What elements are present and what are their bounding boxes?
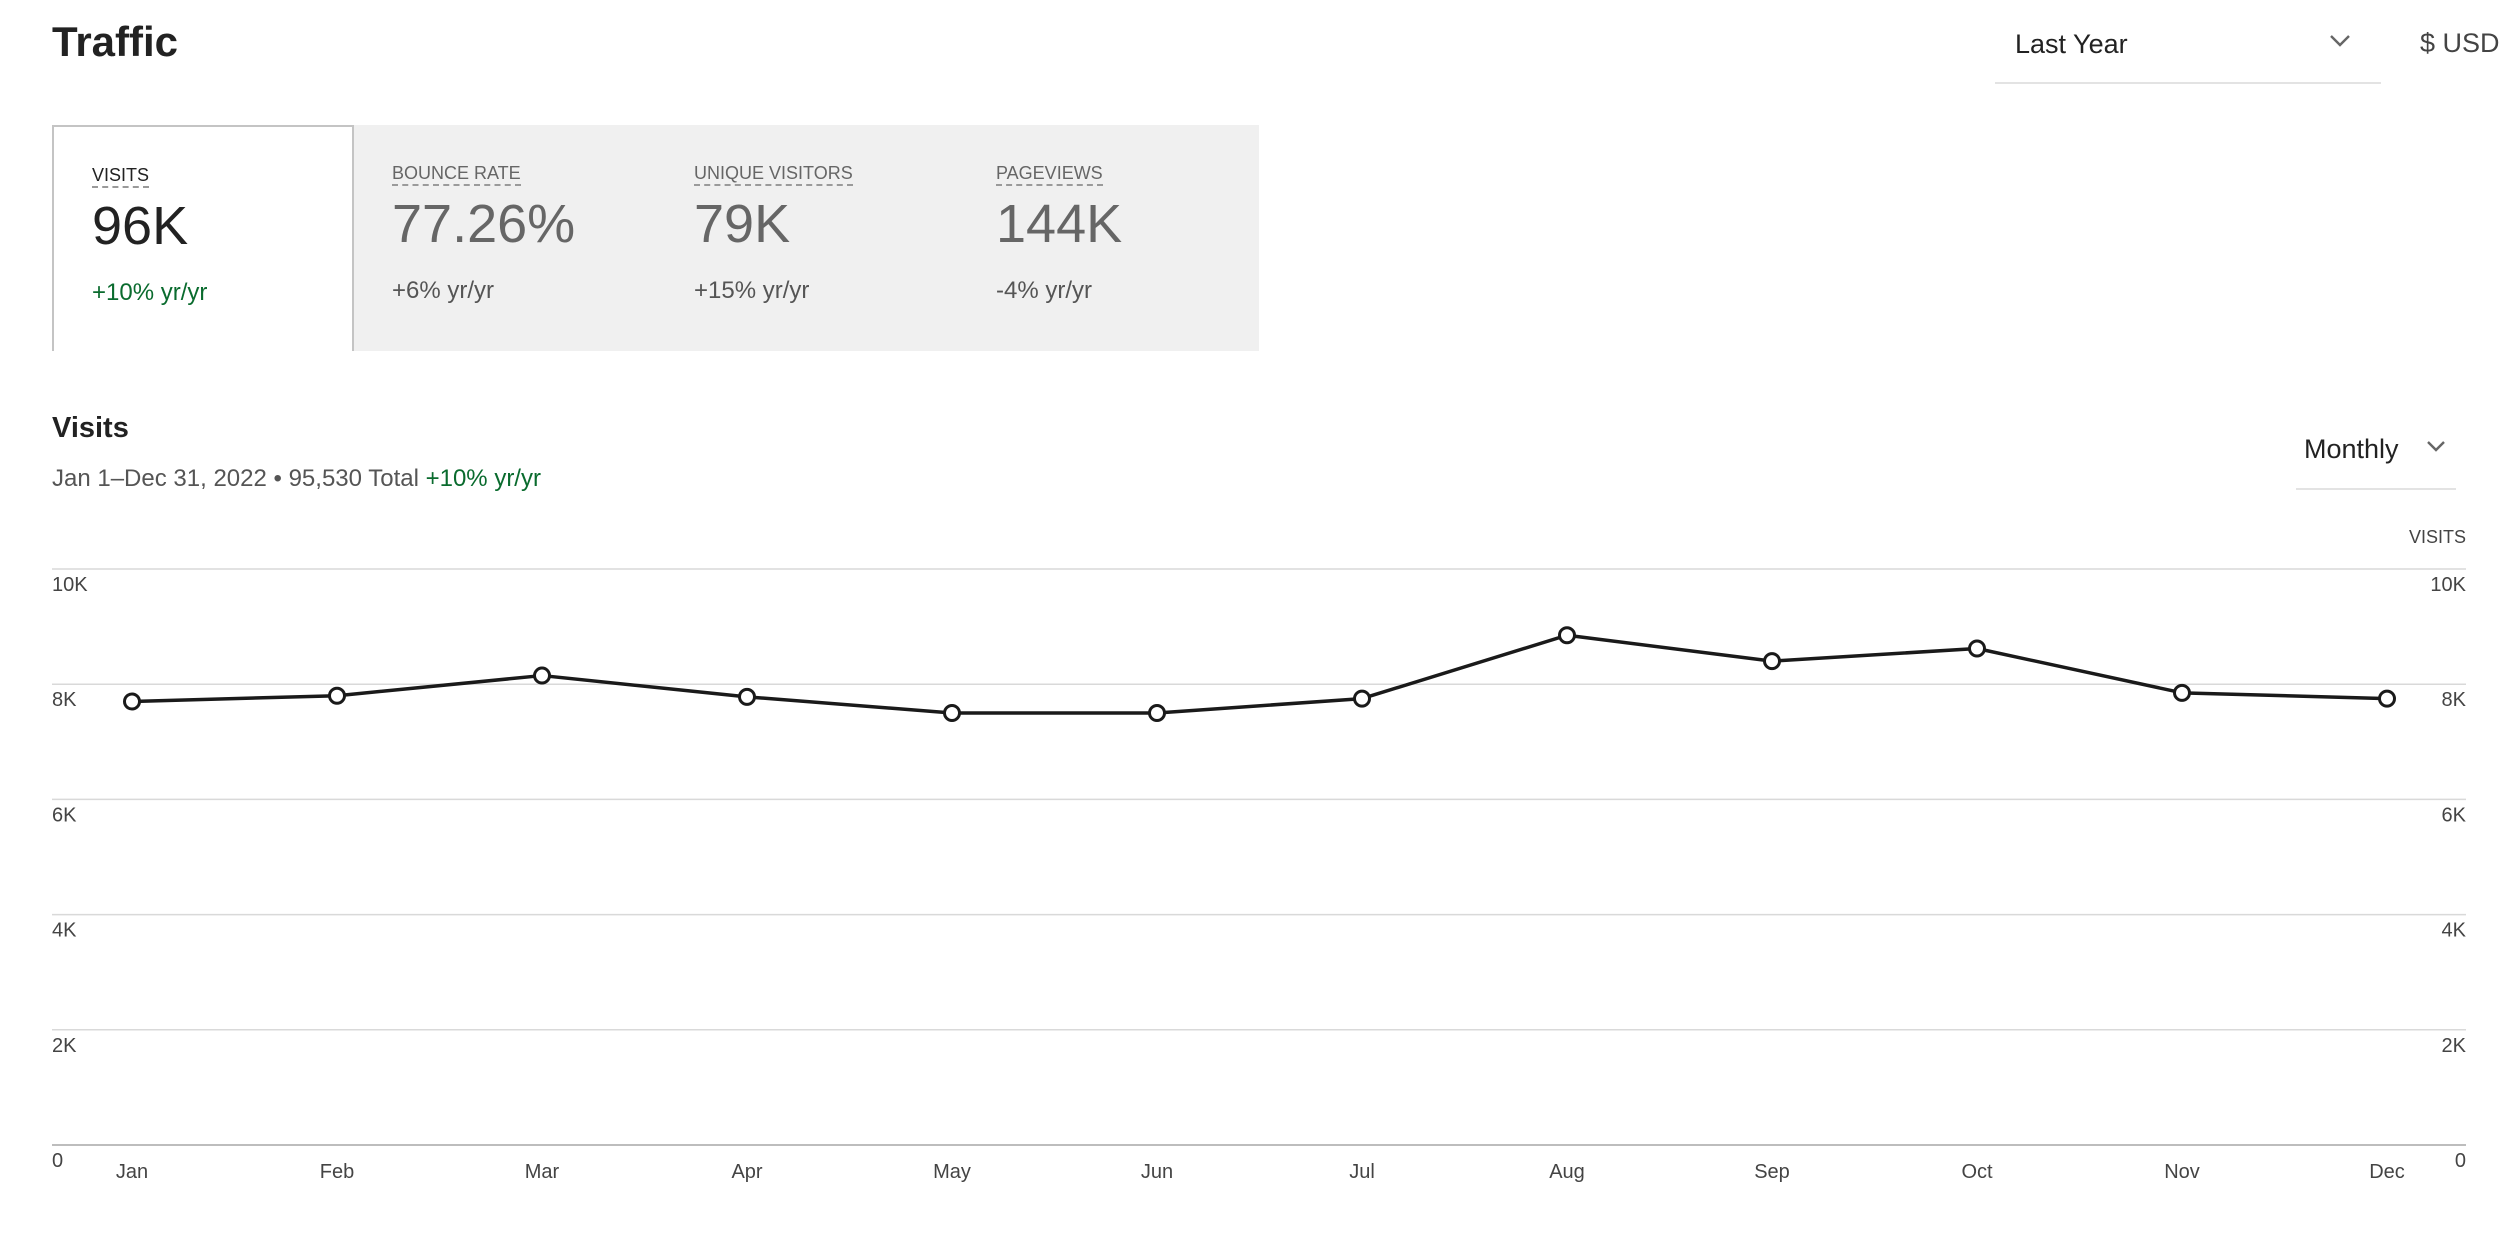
metric-value: 79K: [694, 194, 791, 254]
metric-tabs: VISITS 96K +10% yr/yr BOUNCE RATE 77.26%…: [52, 125, 1259, 351]
data-point: [2173, 683, 2191, 702]
x-tick-label: Mar: [525, 1161, 560, 1183]
chevron-down-icon: [2329, 34, 2351, 53]
y-tick-label-left: 8K: [52, 689, 77, 711]
metric-label: BOUNCE RATE: [392, 163, 521, 186]
x-tick-label: Nov: [2164, 1161, 2200, 1183]
period-select-value: Last Year: [2015, 29, 2128, 59]
metric-label: PAGEVIEWS: [996, 163, 1103, 186]
data-point: [533, 666, 551, 685]
y-tick-label-left: 6K: [52, 804, 77, 826]
y-tick-label-left: 4K: [52, 920, 77, 942]
data-point: [738, 687, 756, 706]
metric-tab-bounce-rate[interactable]: BOUNCE RATE 77.26% +6% yr/yr: [354, 125, 656, 351]
x-tick-label: Jan: [116, 1161, 148, 1183]
granularity-select[interactable]: Monthly: [2296, 420, 2456, 490]
metric-label: VISITS: [92, 165, 150, 188]
y-tick-label-left: 0: [52, 1150, 63, 1172]
metric-change: +15% yr/yr: [694, 277, 810, 304]
data-point: [328, 686, 346, 705]
metric-change: +6% yr/yr: [392, 277, 495, 304]
metric-change: -4% yr/yr: [996, 277, 1092, 304]
metric-value: 96K: [92, 196, 189, 256]
y-tick-label-right: 8K: [2442, 689, 2467, 711]
y-tick-label-left: 10K: [52, 574, 88, 596]
y-tick-label-left: 2K: [52, 1035, 77, 1057]
series-line: [131, 633, 2388, 715]
total-change: +10% yr/yr: [425, 465, 541, 492]
y-tick-label-right: 2K: [2442, 1035, 2467, 1057]
data-point: [1558, 626, 1576, 645]
x-tick-label: Jul: [1349, 1161, 1375, 1183]
page-title: Traffic: [52, 18, 179, 65]
metric-tab-visits[interactable]: VISITS 96K +10% yr/yr: [52, 125, 354, 351]
x-tick-label: Apr: [731, 1161, 762, 1183]
period-select[interactable]: Last Year: [1995, 20, 2381, 84]
metric-tab-unique-visitors[interactable]: UNIQUE VISITORS 79K +15% yr/yr: [656, 125, 958, 351]
section-subtitle: Jan 1–Dec 31, 2022 • 95,530 Total +10% y…: [52, 465, 541, 493]
y-tick-label-right: 0: [2455, 1150, 2466, 1172]
separator: •: [273, 465, 282, 492]
x-tick-label: May: [933, 1161, 971, 1183]
data-point: [943, 704, 961, 722]
y-tick-label-right: 4K: [2442, 920, 2467, 942]
data-point: [1353, 689, 1371, 708]
metric-label: UNIQUE VISITORS: [694, 163, 853, 186]
metric-change: +10% yr/yr: [92, 279, 208, 306]
y-tick-label-right: 6K: [2442, 804, 2467, 826]
y-axis-title: VISITS: [2409, 527, 2466, 547]
total-visits: 95,530 Total: [288, 465, 419, 492]
granularity-select-value: Monthly: [2304, 434, 2399, 464]
data-point: [2378, 689, 2396, 708]
currency-label: $ USD: [2420, 28, 2500, 58]
data-point: [123, 692, 141, 711]
x-tick-label: Dec: [2369, 1161, 2405, 1183]
data-point: [1968, 639, 1986, 658]
date-range: Jan 1–Dec 31, 2022: [52, 465, 267, 492]
section-title: Visits: [52, 412, 129, 444]
chevron-down-icon: [2426, 440, 2446, 458]
x-tick-label: Sep: [1754, 1161, 1790, 1183]
x-tick-label: Jun: [1141, 1161, 1173, 1183]
data-point: [1148, 704, 1166, 722]
x-tick-label: Aug: [1549, 1161, 1585, 1183]
x-tick-label: Oct: [1961, 1161, 1993, 1183]
metric-value: 77.26%: [392, 194, 576, 254]
y-tick-label-right: 10K: [2430, 574, 2466, 596]
metric-tab-pageviews[interactable]: PAGEVIEWS 144K -4% yr/yr: [958, 125, 1259, 351]
x-tick-label: Feb: [320, 1161, 354, 1183]
data-point: [1763, 652, 1781, 671]
metric-value: 144K: [996, 194, 1123, 254]
